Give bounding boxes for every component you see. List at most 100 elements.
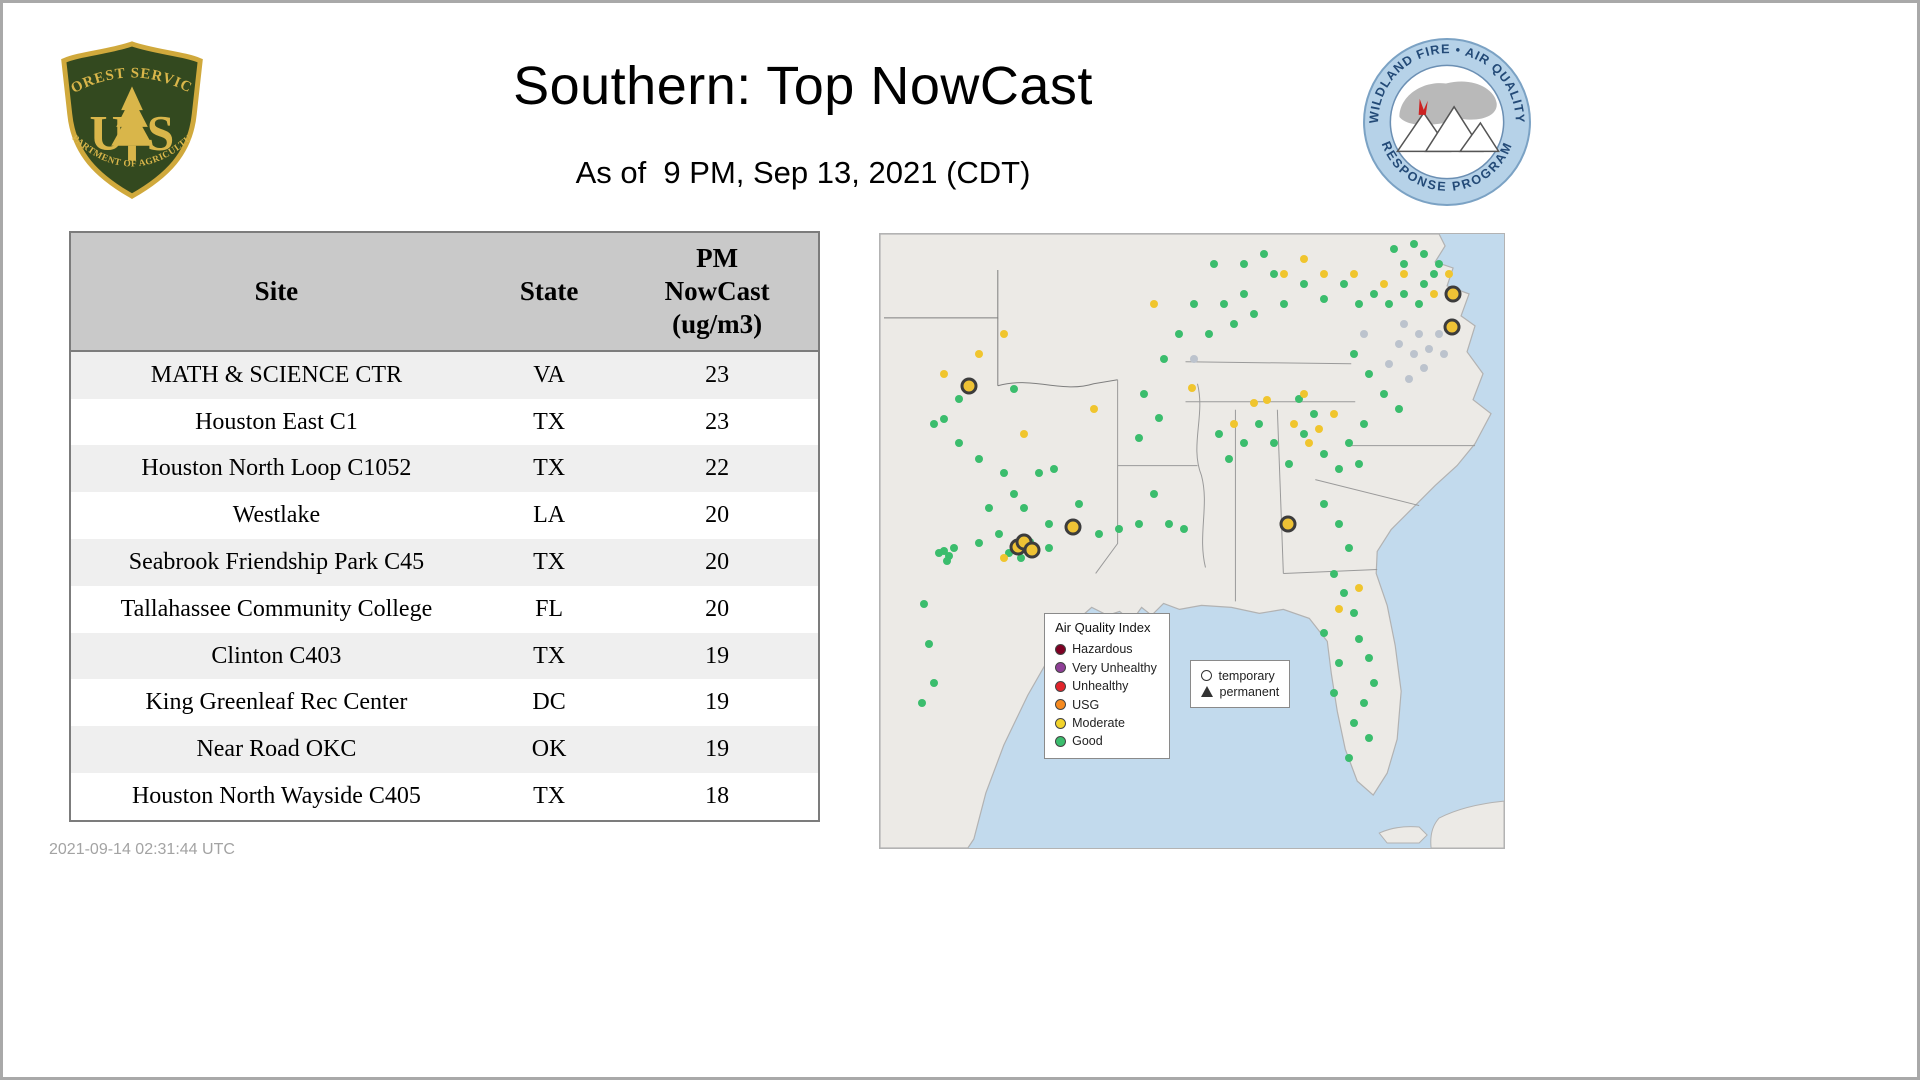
monitor-dot-good — [935, 549, 944, 558]
monitor-dot-inactive — [1395, 339, 1404, 348]
column-header-pm-nowcast: PM NowCast (ug/m3) — [616, 233, 818, 352]
monitor-dot-good — [1355, 634, 1364, 643]
aqi-swatch-icon — [1055, 735, 1067, 747]
table-cell: 23 — [705, 361, 730, 388]
table-cell: 20 — [705, 595, 730, 622]
monitor-dot-moderate — [1430, 290, 1439, 299]
monitor-dot-good — [1045, 544, 1054, 553]
table-cell: OK — [531, 736, 567, 763]
monitor-dot-good — [1355, 459, 1364, 468]
monitor-dot-moderate — [1355, 584, 1364, 593]
monitor-dot-moderate — [1249, 399, 1258, 408]
table-row: Houston North Loop C1052 TX 22 — [71, 445, 818, 493]
monitor-dot-moderate — [1299, 389, 1308, 398]
monitor-dot-moderate — [1400, 269, 1409, 278]
monitor-dot-good — [1360, 699, 1369, 708]
monitor-dot-good — [1224, 454, 1233, 463]
permanent-marker-icon — [1200, 686, 1213, 697]
monitor-dot-moderate — [1350, 269, 1359, 278]
monitor-dot-moderate — [1000, 330, 1009, 339]
monitor-dot-good — [917, 699, 926, 708]
table-cell: Clinton C403 — [211, 642, 342, 669]
aqi-legend-item: Unhealthy — [1055, 679, 1157, 693]
monitor-dot-good — [942, 557, 951, 566]
aqi-swatch-icon — [1055, 680, 1067, 692]
aqi-legend-item: Hazardous — [1055, 642, 1157, 656]
table-cell: FL — [535, 595, 564, 622]
monitor-dot-good — [1415, 299, 1424, 308]
monitor-dot-good — [1095, 529, 1104, 538]
permanent-label: permanent — [1219, 684, 1280, 699]
monitor-dot-good — [930, 679, 939, 688]
table-cell: Near Road OKC — [196, 736, 357, 763]
monitor-dot-moderate — [1299, 255, 1308, 264]
monitor-dot-good — [1340, 279, 1349, 288]
monitor-dot-temporary — [1443, 318, 1461, 336]
table-cell: King Greenleaf Rec Center — [145, 689, 408, 716]
nowcast-table-panel: Site State PM NowCast (ug/m3) MATH & SCI… — [69, 231, 820, 822]
aqi-legend: Air Quality Index Hazardous Very Unhealth… — [1044, 613, 1170, 759]
aqi-label: USG — [1072, 697, 1100, 712]
monitor-dot-moderate — [1304, 439, 1313, 448]
monitor-dot-good — [1174, 330, 1183, 339]
monitor-dot-good — [975, 454, 984, 463]
monitor-dot-good — [1219, 299, 1228, 308]
table-row: Westlake LA 20 — [71, 492, 818, 539]
page-subtitle: As of 9 PM, Sep 13, 2021 (CDT) — [575, 155, 1031, 190]
monitor-dot-good — [1385, 299, 1394, 308]
monitor-dot-good — [1269, 269, 1278, 278]
table-row: Near Road OKC OK 19 — [71, 726, 818, 773]
forest-service-logo: FOREST SERVICE U S DEPARTMENT OF AGRICUL… — [43, 25, 216, 207]
aqi-label: Very Unhealthy — [1072, 660, 1157, 675]
monitor-dot-temporary — [1444, 285, 1462, 303]
monitor-dot-good — [1320, 629, 1329, 638]
monitor-dot-good — [1350, 609, 1359, 618]
monitor-dot-good — [1294, 394, 1303, 403]
table-cell: 23 — [705, 408, 730, 435]
table-cell: Houston North Wayside C405 — [131, 782, 421, 809]
monitor-dot-good — [1330, 689, 1339, 698]
landmass-shape — [880, 234, 1492, 848]
monitor-dot-good — [955, 394, 964, 403]
monitor-dot-good — [1159, 354, 1168, 363]
table-row: Seabrook Friendship Park C45 TX 20 — [71, 539, 818, 586]
monitor-dot-moderate — [1279, 269, 1288, 278]
monitor-dot-good — [1345, 754, 1354, 763]
nowcast-table-header: Site State PM NowCast (ug/m3) — [71, 233, 818, 352]
table-cell: TX — [533, 408, 566, 435]
fs-logo-letter-s: S — [147, 106, 174, 161]
aqi-swatch-icon — [1055, 644, 1067, 656]
monitor-dot-moderate — [1090, 404, 1099, 413]
monitor-dot-good — [950, 544, 959, 553]
monitor-dot-good — [1340, 589, 1349, 598]
monitor-dot-good — [1005, 549, 1014, 558]
monitor-dot-good — [1360, 419, 1369, 428]
aqi-label: Moderate — [1072, 715, 1125, 730]
monitor-dot-good — [1229, 319, 1238, 328]
table-cell: MATH & SCIENCE CTR — [150, 361, 403, 388]
aqi-label: Hazardous — [1072, 642, 1133, 657]
table-cell: 20 — [705, 549, 730, 575]
temporary-label: temporary — [1218, 668, 1275, 683]
monitor-dot-good — [1320, 499, 1329, 508]
table-cell: LA — [533, 502, 566, 529]
flame-icon — [1418, 98, 1428, 115]
table-row: Clinton C403 TX 19 — [71, 632, 818, 680]
aqi-swatch-icon — [1055, 662, 1067, 674]
monitor-dot-good — [1345, 439, 1354, 448]
aqi-legend-items: Hazardous Very Unhealthy Unhealthy USG Moder… — [1055, 642, 1157, 748]
table-cell: TX — [533, 455, 566, 482]
monitor-dot-good — [1214, 429, 1223, 438]
monitor-dot-good — [975, 539, 984, 548]
monitor-dot-good — [920, 599, 929, 608]
monitor-dot-moderate — [1330, 409, 1339, 418]
monitor-dot-good — [1010, 384, 1019, 393]
monitor-dot-good — [1330, 569, 1339, 578]
monitor-dot-good — [1400, 260, 1409, 269]
aqi-swatch-icon — [1055, 699, 1067, 711]
monitor-dot-good — [1380, 389, 1389, 398]
monitor-dot-inactive — [1400, 319, 1409, 328]
monitor-dot-good — [1365, 734, 1374, 743]
monitor-dot-moderate — [1188, 383, 1196, 392]
